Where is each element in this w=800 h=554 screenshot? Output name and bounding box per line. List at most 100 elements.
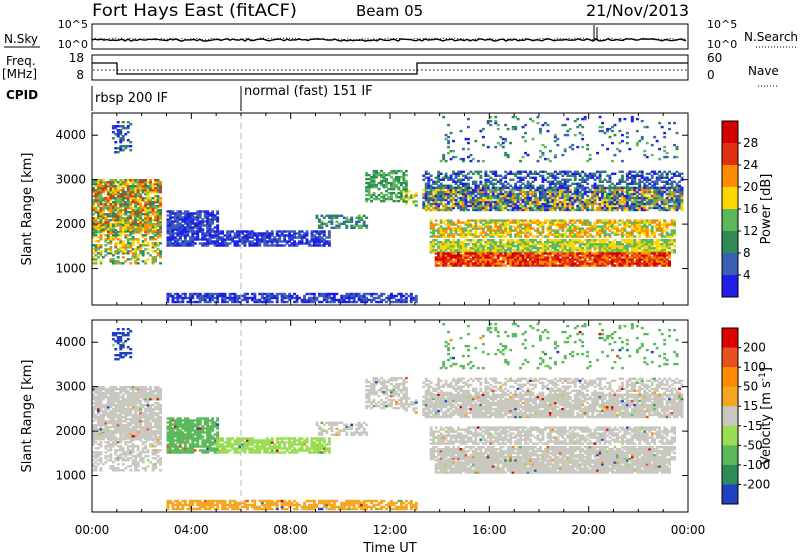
power-cell: [546, 198, 550, 202]
power-cell: [370, 300, 373, 304]
power-cell: [529, 233, 532, 236]
power-cell: [561, 241, 565, 244]
power-cell: [568, 243, 572, 246]
power-cell: [621, 221, 624, 224]
power-cell: [231, 296, 234, 300]
power-cell: [519, 208, 522, 212]
power-cell: [568, 235, 572, 238]
power-cell: [109, 199, 113, 202]
power-cell: [471, 239, 475, 242]
power-cell: [322, 232, 326, 235]
power-cell: [134, 181, 138, 184]
power-cell: [116, 209, 120, 212]
power-cell: [479, 202, 483, 206]
power-cell: [588, 196, 592, 200]
power-cell: [645, 233, 649, 236]
power-cell: [201, 236, 205, 239]
power-cell: [673, 233, 676, 236]
power-cell: [568, 178, 572, 181]
power-cell: [546, 180, 550, 183]
power-cell: [166, 210, 170, 213]
power-cell: [625, 202, 629, 206]
power-cell: [665, 245, 669, 248]
power-cell: [531, 241, 535, 244]
power-cell: [668, 200, 671, 204]
power-cell: [198, 226, 202, 229]
power-cell: [603, 178, 607, 181]
power-cell: [442, 198, 445, 202]
power-cell: [99, 189, 103, 192]
power-cell: [248, 244, 252, 247]
power-cell: [509, 170, 513, 173]
power-cell: [392, 171, 396, 175]
power-cell: [424, 204, 428, 208]
power-cell: [601, 190, 604, 194]
power-cell: [139, 211, 143, 214]
power-cell: [653, 196, 657, 200]
power-cell: [556, 225, 560, 228]
power-cell: [166, 218, 170, 221]
power-cell: [94, 250, 98, 253]
power-cell: [623, 251, 627, 254]
power-cell: [191, 294, 195, 298]
power-cell: [586, 219, 590, 222]
power-cell: [501, 249, 505, 252]
power-cell: [94, 240, 98, 243]
power-cell: [673, 172, 676, 175]
power-cell: [462, 198, 465, 202]
power-cell: [650, 194, 654, 198]
power-cell: [437, 245, 441, 248]
power-cell: [432, 206, 436, 210]
power-cell: [211, 298, 215, 302]
power-cell: [469, 198, 473, 202]
power-cell: [467, 233, 470, 236]
power-cell: [551, 182, 555, 185]
power-cell: [92, 232, 95, 235]
power-cell: [491, 170, 495, 173]
power-cell: [474, 251, 478, 254]
power-cell: [551, 180, 555, 183]
power-cell: [603, 208, 607, 212]
power-cell: [119, 238, 123, 241]
power-cell: [663, 245, 667, 248]
power-cell: [246, 240, 249, 243]
power-cell: [586, 221, 590, 224]
power-cell: [613, 184, 617, 187]
power-cell: [439, 190, 443, 194]
power-cell: [181, 224, 185, 227]
power-cell: [596, 170, 599, 173]
power-cell: [407, 196, 411, 199]
power-cell: [357, 296, 361, 300]
power-cell: [479, 243, 483, 246]
power-cell: [447, 208, 450, 212]
power-cell: [558, 223, 562, 226]
power-cell: [608, 241, 612, 244]
power-cell: [603, 239, 607, 242]
power-cell: [556, 180, 560, 183]
power-cell: [412, 296, 416, 300]
power-cell: [106, 231, 110, 234]
power-cell: [491, 206, 495, 210]
power-cell: [387, 195, 391, 199]
power-cell: [588, 223, 592, 226]
power-cell: [397, 187, 401, 191]
power-cell: [404, 192, 408, 195]
power-cell: [643, 229, 647, 232]
power-cell: [526, 231, 530, 234]
power-cell: [310, 292, 314, 296]
power-cell: [99, 234, 103, 237]
power-cell: [541, 188, 545, 192]
power-cell: [439, 208, 443, 212]
power-cell: [390, 195, 393, 199]
power-cell: [399, 296, 403, 300]
power-cell: [541, 180, 545, 183]
power-cell: [216, 244, 220, 247]
power-cell: [173, 300, 177, 304]
power-cell: [442, 206, 445, 210]
power-cell: [166, 244, 170, 247]
power-cell: [588, 198, 592, 202]
power-cell: [124, 221, 128, 224]
power-cell: [521, 198, 525, 202]
power-cell: [506, 202, 510, 206]
power-cell: [134, 252, 138, 255]
